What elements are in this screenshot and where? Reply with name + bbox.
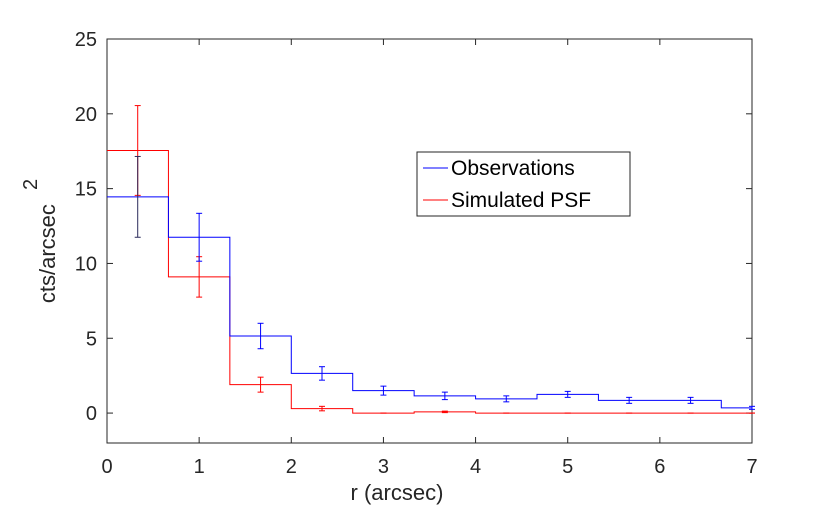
x-tick-label-7: 7 xyxy=(746,456,757,478)
y-tick-label-5: 5 xyxy=(86,328,97,350)
errorbar-observations-1 xyxy=(196,212,203,262)
errorbar-observations-5 xyxy=(441,391,448,401)
errorbar-simulated-psf-2 xyxy=(257,376,264,393)
x-tick-label-3: 3 xyxy=(378,456,389,478)
y-axis-title-base: cts/arcsec xyxy=(35,204,60,303)
y-axis-title-group: cts/arcsec 2 xyxy=(20,179,60,303)
x-tick-label-5: 5 xyxy=(562,456,573,478)
errorbar-simulated-psf-5 xyxy=(441,410,448,414)
errorbar-simulated-psf-3 xyxy=(318,405,325,412)
errorbar-observations-4 xyxy=(380,385,387,396)
errorbar-observations-3 xyxy=(318,366,325,381)
legend-box xyxy=(416,151,631,217)
errorbar-observations-2 xyxy=(257,322,264,350)
series-line-observations xyxy=(107,196,752,409)
x-tick-label-0: 0 xyxy=(101,456,112,478)
axes-frame xyxy=(106,38,753,444)
y-axis-title-superscript: 2 xyxy=(20,179,42,190)
x-tick-label-2: 2 xyxy=(286,456,297,478)
x-tick-label-1: 1 xyxy=(194,456,205,478)
x-axis-title: r (arcsec) xyxy=(351,480,444,505)
errorbar-observations-8 xyxy=(626,396,633,404)
plot-area xyxy=(106,38,753,444)
y-tick-label-0: 0 xyxy=(86,403,97,425)
errorbar-observations-10 xyxy=(749,405,755,410)
errorbar-observations-9 xyxy=(687,396,694,404)
y-axis-title: cts/arcsec 2 xyxy=(20,179,60,303)
y-tick-label-20: 20 xyxy=(75,104,97,126)
errorbar-observations-7 xyxy=(564,390,571,398)
errorbar-observations-6 xyxy=(503,395,510,403)
y-tick-label-10: 10 xyxy=(75,253,97,275)
errorbar-layer xyxy=(134,105,755,414)
x-tick-label-4: 4 xyxy=(470,456,481,478)
y-tick-label-15: 15 xyxy=(75,179,97,201)
errorbar-observations-0 xyxy=(134,155,141,238)
y-tick-label-25: 25 xyxy=(75,29,97,51)
legend: Observations Simulated PSF xyxy=(416,151,631,217)
legend-label-observations: Observations xyxy=(451,157,575,180)
legend-label-simulated-psf: Simulated PSF xyxy=(451,189,591,212)
axis-ticks: 0 1 2 3 4 5 6 7 0 5 10 15 20 25 xyxy=(75,29,758,478)
x-tick-label-6: 6 xyxy=(654,456,665,478)
